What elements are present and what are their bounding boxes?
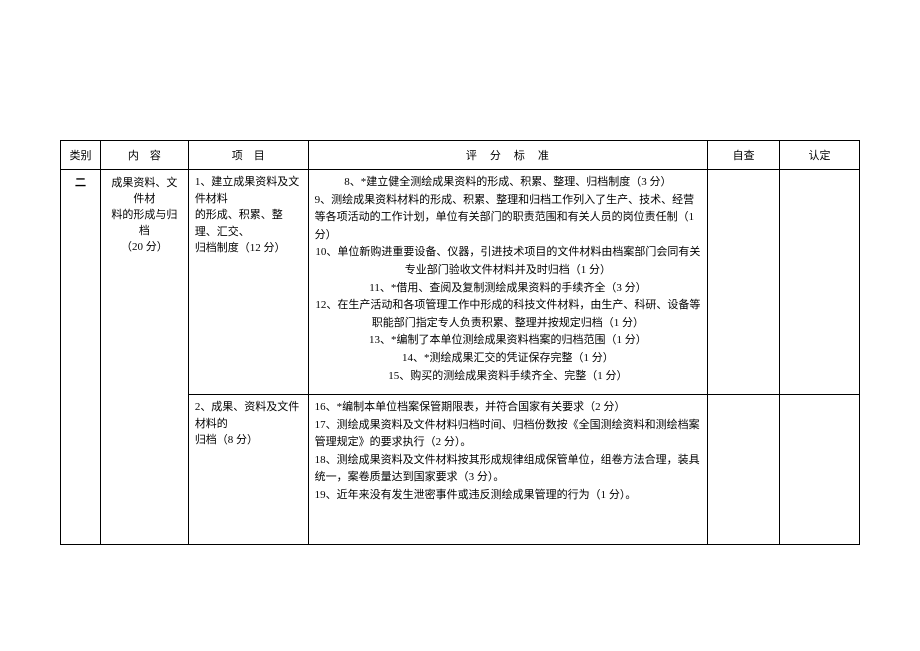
selfcheck-cell xyxy=(708,170,780,395)
criteria-line: 9、测绘成果资料材料的形成、积累、整理和归档工作列入了生产、技术、经营等各项活动… xyxy=(315,192,702,245)
header-content: 内 容 xyxy=(100,141,188,170)
header-selfcheck: 自查 xyxy=(708,141,780,170)
criteria-line: 8、*建立健全测绘成果资料的形成、积累、整理、归档制度（3 分） xyxy=(315,174,702,192)
content-cell: 成果资料、文件材 料的形成与归档 （20 分） xyxy=(100,170,188,545)
selfcheck-cell xyxy=(708,395,780,545)
criteria-line: 17、测绘成果资料及文件材料归档时间、归档份数按《全国测绘资料和测绘档案管理规定… xyxy=(315,417,702,452)
criteria-line: 10、单位新购进重要设备、仪器，引进技术项目的文件材料由档案部门会同有关专业部门… xyxy=(315,244,702,279)
header-category: 类别 xyxy=(61,141,101,170)
item-line: 归档制度（12 分） xyxy=(195,242,286,254)
criteria-line: 14、*测绘成果汇交的凭证保存完整（1 分） xyxy=(315,350,702,368)
item-line: 2、成果、资料及文件材料的 xyxy=(195,401,300,430)
item-line: 归档（8 分） xyxy=(195,434,258,446)
content-line: 成果资料、文件材 xyxy=(111,177,177,205)
content-line: （20 分） xyxy=(121,241,168,253)
header-criteria: 评 分 标 准 xyxy=(308,141,708,170)
item-line: 的形成、积累、整理、汇交、 xyxy=(195,209,283,238)
criteria-line: 15、购买的测绘成果资料手续齐全、完整（1 分） xyxy=(315,368,702,386)
criteria-cell: 16、*编制本单位档案保管期限表，并符合国家有关要求（2 分） 17、测绘成果资… xyxy=(308,395,708,545)
header-recognize: 认定 xyxy=(780,141,860,170)
recognize-cell xyxy=(780,170,860,395)
content-line: 料的形成与归档 xyxy=(111,209,177,237)
criteria-line: 13、*编制了本单位测绘成果资料档案的归档范围（1 分） xyxy=(315,332,702,350)
criteria-line: 18、测绘成果资料及文件材料按其形成规律组成保管单位，组卷方法合理，装具统一，案… xyxy=(315,452,702,487)
table-row: 二 成果资料、文件材 料的形成与归档 （20 分） 1、建立成果资料及文件材料 … xyxy=(61,170,860,395)
table-header-row: 类别 内 容 项 目 评 分 标 准 自查 认定 xyxy=(61,141,860,170)
criteria-line: 19、近年来没有发生泄密事件或违反测绘成果管理的行为（1 分）。 xyxy=(315,487,702,505)
item-cell: 1、建立成果资料及文件材料 的形成、积累、整理、汇交、 归档制度（12 分） xyxy=(188,170,308,395)
recognize-cell xyxy=(780,395,860,545)
criteria-cell: 8、*建立健全测绘成果资料的形成、积累、整理、归档制度（3 分） 9、测绘成果资… xyxy=(308,170,708,395)
criteria-line: 16、*编制本单位档案保管期限表，并符合国家有关要求（2 分） xyxy=(315,399,702,417)
criteria-line: 11、*借用、查阅及复制测绘成果资料的手续齐全（3 分） xyxy=(315,280,702,298)
criteria-line: 12、在生产活动和各项管理工作中形成的科技文件材料，由生产、科研、设备等职能部门… xyxy=(315,297,702,332)
category-cell: 二 xyxy=(61,170,101,545)
evaluation-table: 类别 内 容 项 目 评 分 标 准 自查 认定 二 成果资料、文件材 料的形成… xyxy=(60,140,860,545)
item-cell: 2、成果、资料及文件材料的 归档（8 分） xyxy=(188,395,308,545)
header-item: 项 目 xyxy=(188,141,308,170)
item-line: 1、建立成果资料及文件材料 xyxy=(195,176,300,205)
